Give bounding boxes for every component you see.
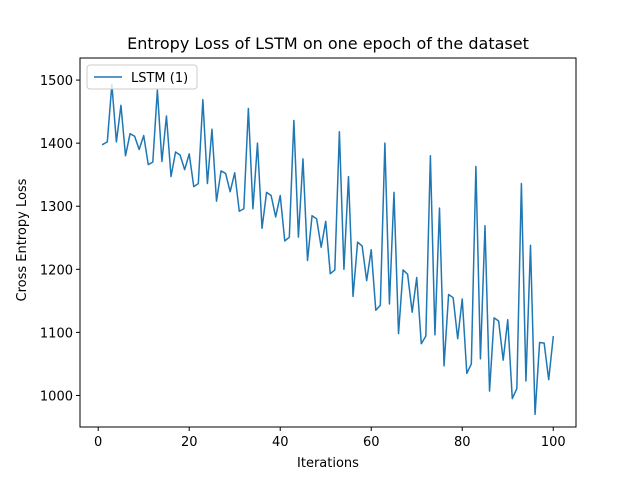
y-tick-label: 1000: [40, 389, 73, 404]
plot-frame: [79, 57, 577, 428]
chart-title: Entropy Loss of LSTM on one epoch of the…: [127, 34, 529, 53]
y-axis-label: Cross Entropy Loss: [15, 178, 30, 301]
x-tick-label: 0: [94, 435, 102, 450]
y-tick-label: 1500: [40, 74, 73, 89]
x-tick-label: 20: [181, 435, 198, 450]
y-tick-label: 1300: [40, 200, 73, 215]
x-tick-label: 60: [363, 435, 380, 450]
x-axis-ticks: 0 20 40 60 80 100: [94, 427, 566, 450]
y-axis-ticks: 1000 1100 1200 1300 1400 1500: [40, 74, 80, 404]
legend: LSTM (1): [86, 64, 198, 90]
y-tick-label: 1400: [40, 137, 73, 152]
y-tick-label: 1100: [40, 326, 73, 341]
x-axis-label: Iterations: [297, 456, 359, 471]
legend-label: LSTM (1): [131, 71, 188, 86]
x-tick-label: 100: [541, 435, 566, 450]
y-tick-label: 1200: [40, 263, 73, 278]
legend-box: [86, 64, 198, 90]
x-tick-label: 80: [454, 435, 471, 450]
x-tick-label: 40: [272, 435, 289, 450]
series-line-0: [101, 83, 555, 416]
plot-area: [79, 57, 577, 428]
